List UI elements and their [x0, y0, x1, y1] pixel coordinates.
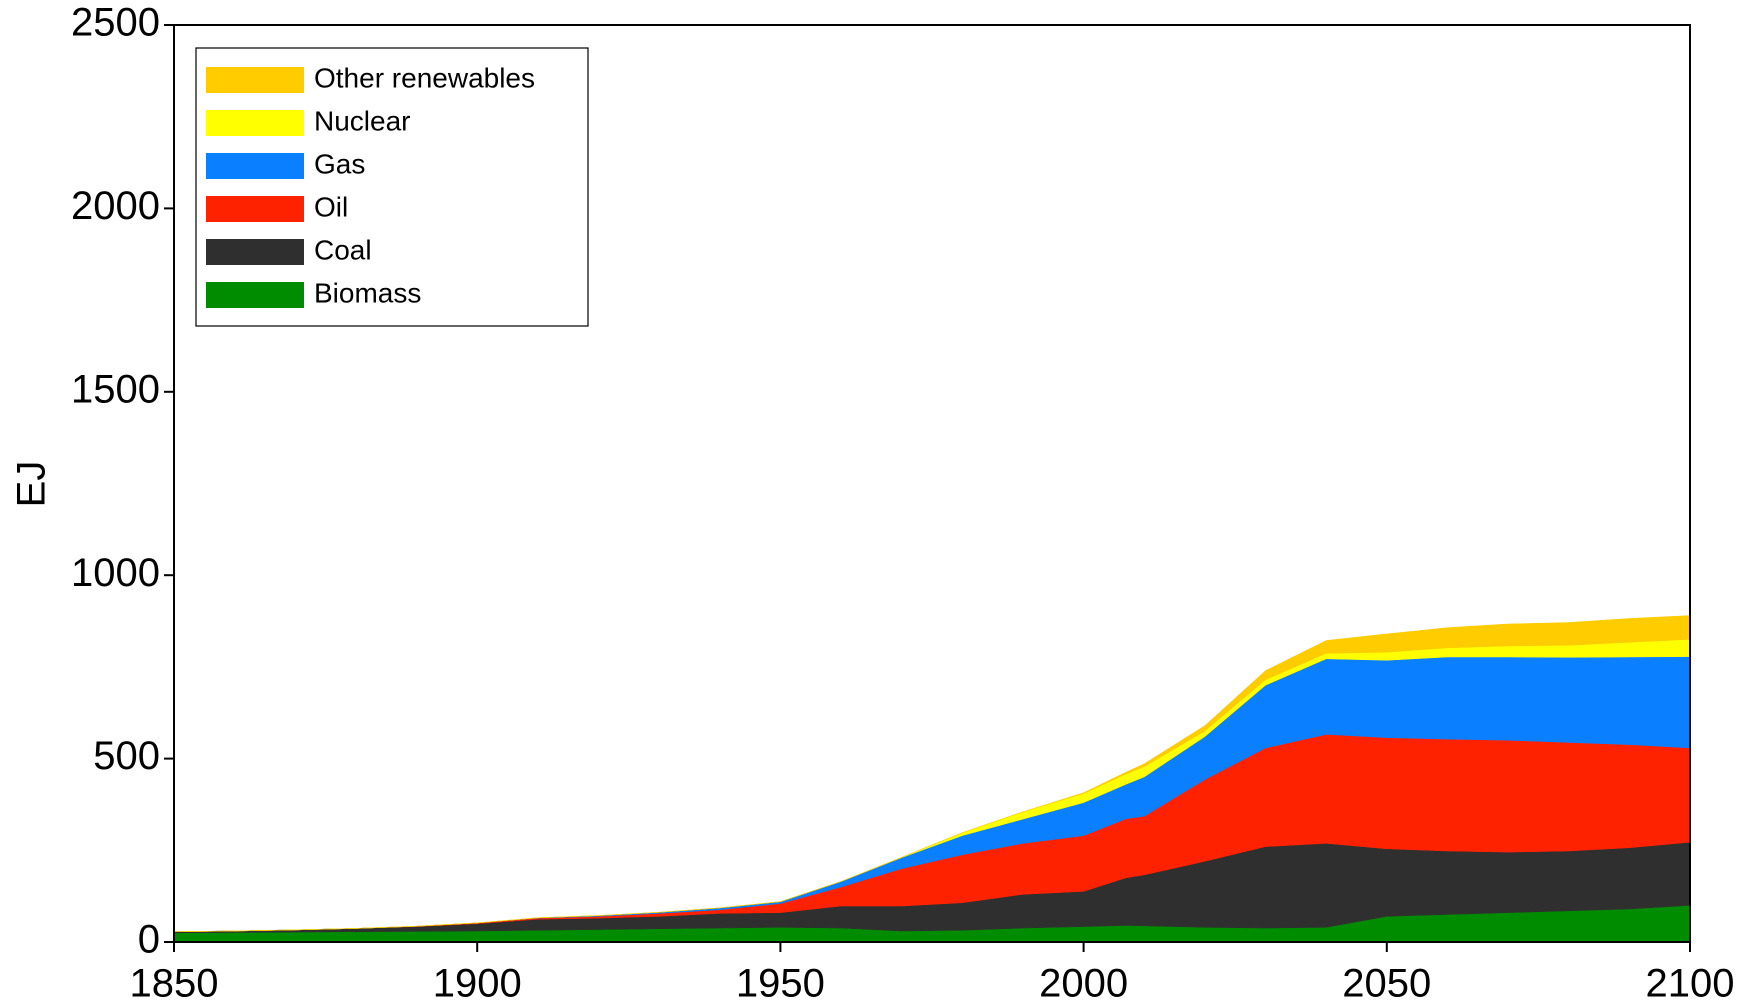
legend-swatch — [206, 67, 304, 93]
plot-frame — [173, 24, 1691, 943]
legend-label: Gas — [314, 148, 365, 179]
legend-box — [195, 47, 589, 327]
legend-label: Coal — [314, 234, 372, 265]
legend-swatch — [206, 282, 304, 308]
legend-label: Biomass — [314, 277, 421, 308]
y-tick-label: 0 — [138, 918, 160, 962]
legend-swatch — [206, 239, 304, 265]
legend: Other renewables Nuclear Gas Oil Coal Biomass — [195, 47, 589, 327]
x-tick-label: 2050 — [1342, 962, 1431, 1004]
x-tick-label: 2100 — [1646, 962, 1735, 1004]
legend-label: Nuclear — [314, 105, 410, 136]
y-axis-label: EJ — [10, 461, 54, 508]
x-tick-label: 1850 — [130, 962, 219, 1004]
legend-label: Oil — [314, 191, 348, 222]
x-tick-label: 2000 — [1039, 962, 1128, 1004]
y-tick-label: 2000 — [71, 184, 160, 228]
y-tick-label: 1000 — [71, 551, 160, 595]
legend-swatch — [206, 110, 304, 136]
legend-label: Other renewables — [314, 62, 535, 93]
legend-swatch — [206, 153, 304, 179]
y-tick-label: 1500 — [71, 367, 160, 411]
x-tick-label: 1950 — [736, 962, 825, 1004]
x-tick-label: 1900 — [433, 962, 522, 1004]
legend-swatch — [206, 196, 304, 222]
y-tick-label: 2500 — [71, 1, 160, 45]
y-tick-label: 500 — [93, 734, 160, 778]
